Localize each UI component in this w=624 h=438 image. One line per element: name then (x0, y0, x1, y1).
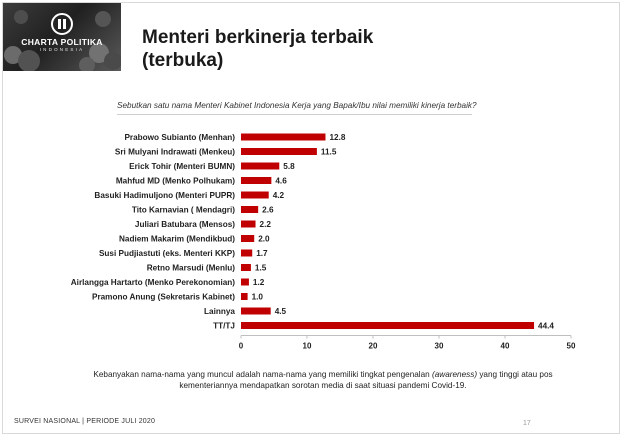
note-text-start: Kebanyakan nama-nama yang muncul adalah … (93, 370, 432, 379)
data-label: 44.4 (538, 322, 554, 331)
bar (241, 235, 255, 242)
data-label: 1.5 (255, 264, 267, 273)
x-tick-label: 40 (501, 342, 510, 351)
category-label: Susi Pudjiastuti (eks. Menteri KKP) (99, 249, 235, 258)
category-label: Tito Karnavian ( Mendagri) (132, 206, 235, 215)
brand-logo: CHARTA POLITIKA INDONESIA (3, 3, 121, 71)
data-label: 2.2 (260, 220, 272, 229)
category-label: TT/TJ (213, 322, 235, 331)
page-title-line-1: Menteri berkinerja terbaik (142, 27, 374, 48)
bar-chart: Prabowo Subianto (Menhan) 12.8 Sri Mulyani… (71, 133, 576, 351)
page-title: Menteri berkinerja terbaik (terbuka) (142, 26, 373, 72)
note-emphasis: (awareness) (432, 370, 478, 379)
crowd-photo-background (4, 10, 121, 71)
category-label: Juliari Batubara (Mensos) (135, 220, 235, 229)
category-label: Prabowo Subianto (Menhan) (124, 133, 235, 142)
data-label: 4.5 (275, 307, 287, 316)
category-label: Lainnya (204, 307, 235, 316)
category-label: Nadiem Makarim (Mendikbud) (119, 235, 235, 244)
charta-politika-logo-icon (51, 13, 73, 35)
category-label: Mahfud MD (Menko Polhukam) (116, 177, 235, 186)
data-label: 5.8 (283, 162, 295, 171)
category-label: Retno Marsudi (Menlu) (147, 264, 236, 273)
category-label: Sri Mulyani Indrawati (Menkeu) (115, 148, 235, 157)
category-label: Basuki Hadimuljono (Menteri PUPR) (94, 191, 235, 200)
x-tick-label: 10 (303, 342, 312, 351)
bar (241, 220, 256, 228)
data-label: 4.6 (275, 177, 287, 186)
x-tick-label: 50 (567, 342, 576, 351)
logo-subtitle: INDONESIA (39, 47, 85, 52)
category-label: Pramono Anung (Sekretaris Kabinet) (92, 293, 235, 302)
data-label: 1.7 (256, 249, 268, 258)
bar (241, 278, 249, 286)
page-title-line-2: (terbuka) (142, 50, 224, 71)
bar (241, 133, 326, 141)
bar (241, 206, 259, 213)
bar (241, 177, 272, 184)
bar (241, 264, 251, 271)
data-label: 4.2 (273, 191, 285, 200)
x-tick-label: 20 (369, 342, 378, 351)
survey-question: Sebutkan satu nama Menteri Kabinet Indon… (117, 101, 477, 110)
x-tick-label: 30 (435, 342, 444, 351)
bar (241, 162, 280, 170)
logo-name: CHARTA POLITIKA (21, 37, 103, 47)
bar (241, 307, 271, 315)
data-label: 2.0 (258, 235, 270, 244)
bar (241, 249, 253, 257)
bar (241, 191, 269, 199)
category-label: Erick Tohir (Menteri BUMN) (129, 162, 235, 171)
data-label: 1.0 (252, 293, 264, 302)
category-label: Airlangga Hartarto (Menko Perekonomian) (71, 278, 236, 287)
note-text-end: yang tinggi atau pos kementeriannya mend… (179, 370, 553, 390)
bar (241, 148, 317, 155)
slide-frame (2, 2, 620, 434)
data-label: 12.8 (329, 133, 345, 142)
survey-footer: SURVEI NASIONAL | PERIODE JULI 2020 (14, 418, 156, 425)
data-label: 11.5 (321, 148, 337, 157)
x-tick-label: 0 (239, 342, 244, 351)
question-divider (117, 114, 472, 115)
chart-note: Kebanyakan nama-nama yang muncul adalah … (64, 369, 582, 391)
bar (241, 293, 248, 300)
bar (241, 322, 535, 329)
data-label: 2.6 (262, 206, 274, 215)
data-label: 1.2 (253, 278, 265, 287)
page-number: 17 (523, 420, 531, 427)
